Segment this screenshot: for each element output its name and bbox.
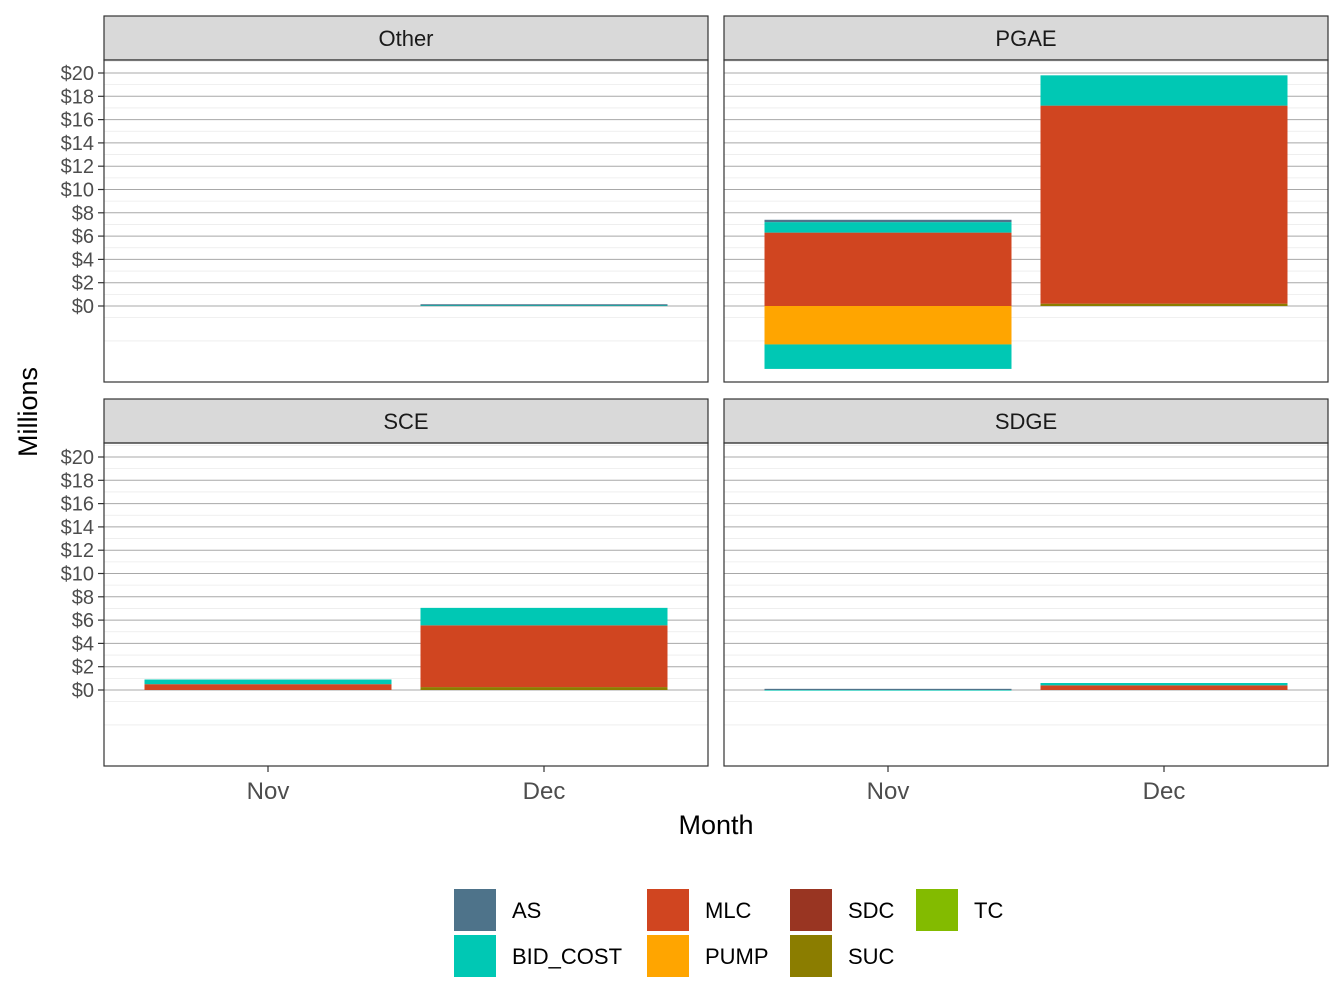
y-axis-title: Millions	[13, 367, 43, 457]
y-tick-label: $14	[61, 517, 94, 539]
panel-background-sce	[104, 443, 708, 766]
bar-segment-pgae-nov-bid-cost	[764, 344, 1012, 369]
facet-strip-label: SDGE	[995, 409, 1057, 434]
x-axis-title: Month	[678, 810, 753, 840]
y-tick-label: $0	[72, 296, 94, 318]
bars-layer	[144, 75, 1288, 691]
y-tick-label: $6	[72, 226, 94, 248]
facet-strip-sce	[103, 398, 709, 444]
legend-label-as: AS	[512, 898, 541, 923]
bar-segment-other-dec-as	[420, 304, 668, 306]
legend-swatch-mlc	[647, 889, 689, 931]
y-tick-label: $10	[61, 180, 94, 202]
y-tick-label: $20	[61, 63, 94, 85]
facet-strip-pgae	[723, 15, 1329, 61]
panel-frame-pgae	[723, 59, 1329, 383]
bar-segment-sdge-nov-as	[764, 688, 1012, 691]
bar-segment-sce-nov-bid-cost	[144, 679, 392, 685]
facet-strip-other	[103, 15, 709, 61]
y-tick-label: $16	[61, 110, 94, 132]
bar-segment-pgae-nov-pump	[764, 306, 1012, 345]
facet-strip-label: SCE	[383, 409, 428, 434]
legend-swatch-suc	[790, 935, 832, 977]
y-tick-label: $0	[72, 680, 94, 702]
legend: AS BID_COST MLC PUMP SDC SUC TC	[454, 889, 1003, 977]
y-tick-label: $12	[61, 540, 94, 562]
panel-frame-other	[103, 59, 709, 383]
bar-segment-pgae-nov-mlc	[764, 232, 1012, 306]
bar-segment-sdge-dec-mlc	[1040, 685, 1288, 690]
facet-strip-label: Other	[378, 26, 433, 51]
legend-swatch-as	[454, 889, 496, 931]
y-tick-label: $20	[61, 447, 94, 469]
x-tick-label: Nov	[247, 778, 290, 805]
y-tick-label: $10	[61, 564, 94, 586]
bar-segment-sce-dec-suc	[420, 687, 668, 690]
facet-strip-label: PGAE	[995, 26, 1056, 51]
legend-label-suc: SUC	[848, 944, 895, 969]
y-tick-label: $4	[72, 249, 94, 271]
y-tick-label: $12	[61, 156, 94, 178]
y-tick-label: $8	[72, 587, 94, 609]
axes-layer: $0$2$4$6$8$10$12$14$16$18$20$0$2$4$6$8$1…	[61, 63, 1186, 805]
y-tick-label: $8	[72, 203, 94, 225]
x-tick-label: Nov	[867, 778, 910, 805]
legend-swatch-sdc	[790, 889, 832, 931]
y-tick-label: $16	[61, 494, 94, 516]
y-tick-label: $2	[72, 657, 94, 679]
bar-segment-sdge-dec-bid-cost	[1040, 683, 1288, 686]
x-tick-label: Dec	[523, 778, 566, 805]
legend-swatch-tc	[916, 889, 958, 931]
y-tick-label: $18	[61, 470, 94, 492]
x-tick-label: Dec	[1143, 778, 1186, 805]
legend-swatch-pump	[647, 935, 689, 977]
panel-frame-sce	[103, 442, 709, 767]
legend-label-tc: TC	[974, 898, 1003, 923]
legend-label-sdc: SDC	[848, 898, 895, 923]
bar-segment-pgae-dec-mlc	[1040, 105, 1288, 304]
y-tick-label: $6	[72, 610, 94, 632]
y-tick-label: $18	[61, 86, 94, 108]
facet-strip-sdge	[723, 398, 1329, 444]
y-tick-label: $14	[61, 133, 94, 155]
bar-segment-pgae-nov-as	[764, 219, 1012, 223]
y-tick-label: $4	[72, 633, 94, 655]
legend-label-bid-cost: BID_COST	[512, 944, 622, 969]
bar-segment-pgae-dec-bid-cost	[1040, 75, 1288, 106]
bar-segment-sce-dec-mlc	[420, 625, 668, 688]
panel-background-other	[104, 60, 708, 382]
bar-segment-sce-dec-bid-cost	[420, 607, 668, 626]
bar-segment-pgae-nov-bid-cost	[764, 222, 1012, 233]
y-tick-label: $2	[72, 273, 94, 295]
bar-segment-sce-nov-mlc	[144, 684, 392, 690]
legend-label-pump: PUMP	[705, 944, 769, 969]
panel-frames: Other PGAE SCE SDGE	[103, 15, 1329, 767]
legend-swatch-bid-cost	[454, 935, 496, 977]
panel-frame-sdge	[723, 442, 1329, 767]
panel-background-sdge	[724, 443, 1328, 766]
legend-label-mlc: MLC	[705, 898, 752, 923]
bar-segment-pgae-dec-suc	[1040, 303, 1288, 306]
